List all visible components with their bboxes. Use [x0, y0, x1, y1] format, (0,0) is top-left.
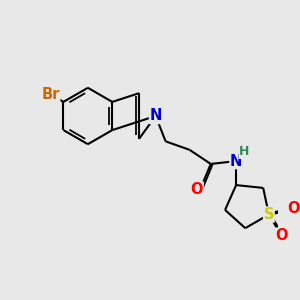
- Text: H: H: [239, 145, 250, 158]
- Text: N: N: [230, 154, 242, 169]
- Text: O: O: [275, 228, 288, 243]
- Text: O: O: [190, 182, 203, 197]
- Text: S: S: [264, 207, 274, 222]
- Text: N: N: [149, 109, 162, 124]
- Text: Br: Br: [41, 87, 60, 102]
- Text: O: O: [287, 201, 300, 216]
